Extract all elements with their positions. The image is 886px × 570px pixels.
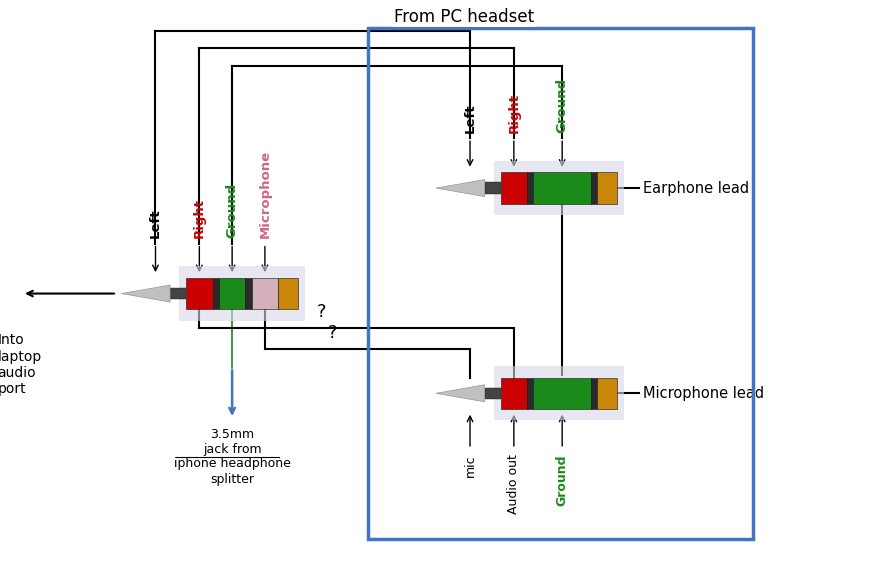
Text: Into
laptop
audio
port: Into laptop audio port [0, 333, 42, 396]
Bar [179, 267, 305, 320]
Bar [597, 378, 617, 409]
Polygon shape [436, 385, 485, 402]
Bar [494, 367, 624, 421]
Bar [597, 172, 617, 203]
Text: Right: Right [508, 92, 520, 132]
Text: Earphone lead: Earphone lead [643, 181, 750, 196]
Bar [252, 278, 278, 309]
Text: ?: ? [327, 324, 337, 342]
Bar [501, 378, 527, 409]
Bar [527, 172, 533, 203]
Text: ?: ? [316, 303, 326, 321]
Bar [245, 278, 252, 309]
Bar [485, 182, 501, 194]
Bar [368, 28, 753, 539]
Bar [501, 172, 527, 203]
Text: Left: Left [463, 103, 477, 132]
Bar [494, 161, 624, 215]
Bar [186, 278, 213, 309]
Bar [170, 288, 186, 299]
Text: Microphone: Microphone [259, 150, 271, 238]
Text: Microphone lead: Microphone lead [643, 386, 765, 401]
Bar [591, 172, 597, 203]
Text: mic: mic [463, 455, 477, 477]
Bar [485, 388, 501, 399]
Bar [533, 378, 591, 409]
Bar [533, 172, 591, 203]
Text: Ground: Ground [556, 78, 569, 132]
Text: Audio out: Audio out [508, 455, 520, 515]
Text: 3.5mm
jack from
iphone headphone
splitter: 3.5mm jack from iphone headphone splitte… [174, 428, 291, 486]
Polygon shape [121, 285, 170, 302]
Text: Left: Left [149, 209, 162, 238]
Text: Ground: Ground [556, 455, 569, 506]
Polygon shape [436, 180, 485, 197]
Text: Ground: Ground [226, 183, 238, 238]
Bar [527, 378, 533, 409]
Bar [278, 278, 298, 309]
Bar [219, 278, 245, 309]
Bar [591, 378, 597, 409]
Bar [213, 278, 219, 309]
Text: From PC headset: From PC headset [394, 7, 534, 26]
Text: Right: Right [193, 198, 206, 238]
